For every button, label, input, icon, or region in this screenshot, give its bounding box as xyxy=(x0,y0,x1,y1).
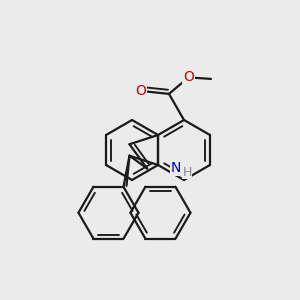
Text: O: O xyxy=(183,70,194,84)
Text: N: N xyxy=(171,161,181,175)
Text: H: H xyxy=(182,166,192,178)
Text: O: O xyxy=(135,84,146,98)
